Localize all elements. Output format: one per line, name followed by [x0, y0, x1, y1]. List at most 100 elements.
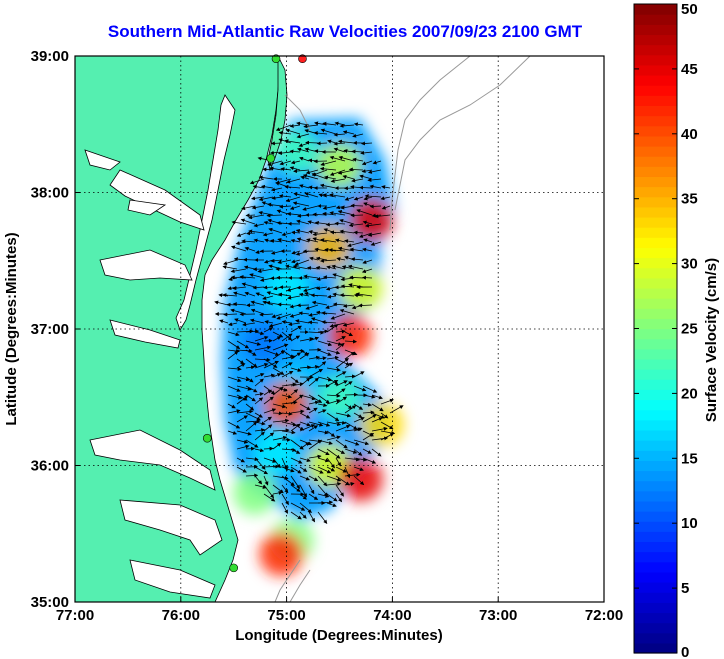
velocity-arrow [329, 169, 346, 176]
velocity-arrow [372, 160, 382, 165]
colorbar-cell [634, 541, 677, 553]
velocity-arrow [303, 286, 319, 293]
velocity-arrow [344, 403, 353, 410]
velocity-arrow [320, 128, 337, 135]
velocity-arrow [333, 147, 346, 153]
colorbar-cell [634, 4, 677, 15]
velocity-arrow [305, 169, 319, 175]
velocity-arrow [227, 367, 242, 371]
velocity-arrow [271, 313, 283, 319]
velocity-arrow [371, 394, 383, 400]
colorbar-cell [634, 196, 677, 208]
colorbar-cell [634, 399, 677, 411]
colorbar-cell [634, 571, 677, 583]
velocity-arrow [290, 394, 304, 405]
velocity-arrow [290, 439, 304, 450]
velocity-arrow [236, 232, 247, 237]
velocity-arrow [254, 466, 269, 475]
velocity-arrow [236, 348, 253, 353]
velocity-arrow [330, 178, 346, 183]
colorbar-cell [634, 318, 677, 330]
colorbar-cell [634, 277, 677, 289]
velocity-arrow [320, 238, 337, 243]
velocity-arrow [380, 398, 394, 405]
velocity-arrow [360, 150, 373, 155]
velocity-arrow [308, 400, 320, 405]
velocity-arrow [310, 293, 328, 298]
velocity-arrow [227, 340, 241, 349]
velocity-arrow [228, 322, 238, 327]
velocity-arrow [281, 394, 293, 399]
velocity-arrow [290, 502, 306, 511]
velocity-arrow [330, 313, 346, 320]
colorbar-tick-label: 45 [681, 61, 698, 78]
velocity-arrow [245, 419, 261, 424]
velocity-arrow [285, 196, 301, 203]
velocity-arrow [326, 340, 343, 346]
velocity-arrow [315, 286, 328, 291]
velocity-arrow [254, 335, 269, 342]
velocity-arrow [339, 229, 355, 234]
velocity-arrow [344, 331, 354, 337]
velocity-arrow [290, 160, 301, 165]
colorbar-cell [634, 389, 677, 401]
velocity-arrow [254, 378, 264, 387]
velocity-arrow [344, 482, 355, 486]
velocity-arrow [321, 320, 337, 325]
colorbar-tick-label: 5 [681, 580, 689, 597]
velocity-arrow [307, 320, 319, 325]
x-tick-label: 73:00 [479, 607, 517, 624]
velocity-arrow [308, 407, 318, 414]
velocity-arrow [363, 238, 373, 243]
velocity-arrow [308, 493, 319, 500]
velocity-arrow [227, 394, 243, 400]
x-tick-label: 77:00 [56, 607, 94, 624]
grid-lines [75, 56, 604, 602]
velocity-arrow [239, 274, 256, 279]
velocity-arrow [317, 394, 330, 404]
velocity-arrow [308, 454, 322, 459]
plot-area [74, 54, 605, 603]
velocity-arrow [325, 286, 337, 291]
velocity-arrow [299, 352, 310, 360]
velocity-arrow [320, 160, 337, 166]
velocity-arrow [326, 367, 341, 372]
velocity-arrow [363, 196, 373, 201]
velocity-arrow [362, 433, 375, 441]
velocity-arrow [241, 239, 256, 244]
velocity-arrow [230, 268, 247, 274]
velocity-arrow [263, 493, 276, 502]
velocity-arrow [317, 430, 329, 435]
colorbar-cell [634, 602, 677, 614]
velocity-arrow [360, 141, 373, 146]
velocity-arrow [335, 329, 346, 334]
velocity-arrow [339, 123, 355, 128]
velocity-arrow [245, 439, 259, 448]
velocity-arrow [308, 368, 323, 378]
velocity-arrow [344, 448, 358, 454]
velocity-arrow [284, 184, 301, 189]
velocity-arrow [290, 352, 302, 360]
velocity-arrow [293, 169, 310, 174]
velocity-arrow [326, 380, 339, 387]
velocity-arrow [362, 385, 378, 393]
velocity-arrow [263, 432, 275, 441]
velocity-arrow [335, 396, 348, 405]
velocity-arrow [230, 245, 247, 252]
velocity-arrow [362, 410, 375, 415]
velocity-arrow [245, 421, 258, 432]
colorbar-cell [634, 287, 677, 299]
velocity-arrow [308, 439, 323, 450]
velocity-arrow [334, 221, 346, 226]
velocity-arrow [252, 285, 265, 290]
velocity-arrow [322, 275, 337, 280]
velocity-arrow [369, 184, 382, 189]
velocity-arrow [362, 414, 377, 423]
colorbar-cell [634, 145, 677, 157]
velocity-arrow [270, 250, 283, 255]
velocity-arrow [227, 376, 242, 383]
colorbar-cell [634, 592, 677, 603]
colorbar-cell [634, 227, 677, 238]
velocity-arrow [380, 196, 391, 201]
colorbar-cell [634, 308, 677, 319]
